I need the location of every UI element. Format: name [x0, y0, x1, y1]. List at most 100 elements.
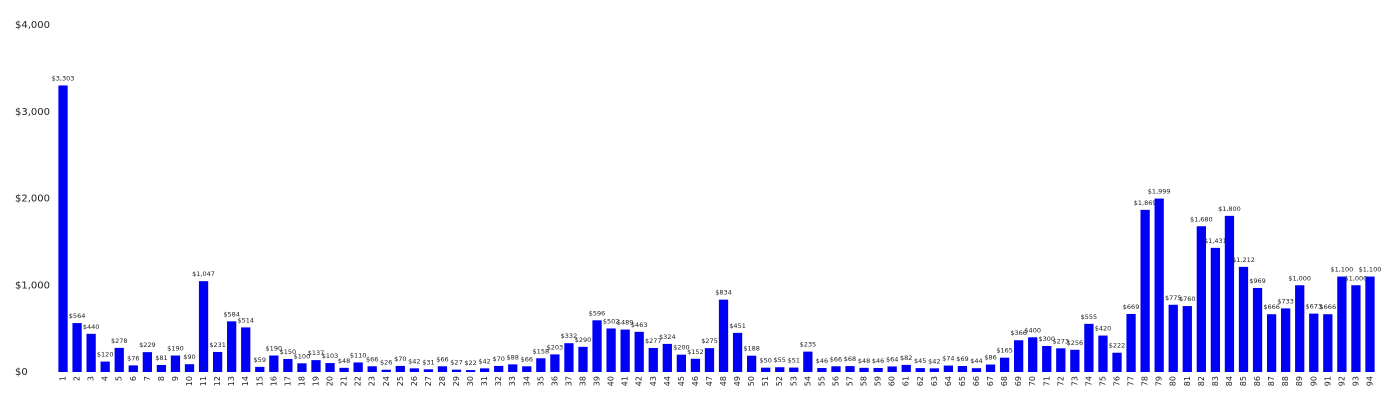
x-tick-label: 10 — [185, 376, 194, 386]
value-label: $733 — [1277, 297, 1294, 305]
bar — [732, 332, 743, 372]
bar — [142, 352, 152, 372]
x-tick-label: 35 — [536, 376, 545, 386]
x-tick-label: 69 — [1014, 376, 1023, 386]
bar — [409, 368, 419, 372]
bar — [114, 347, 124, 372]
x-tick-label: 39 — [593, 376, 602, 386]
x-tick-label: 91 — [1323, 376, 1332, 386]
x-tick-label: 62 — [916, 376, 925, 386]
bar — [451, 369, 462, 372]
x-tick-label: 89 — [1295, 376, 1304, 386]
bar — [803, 351, 813, 372]
x-tick-label: 70 — [1028, 376, 1037, 386]
value-label: $50 — [759, 357, 771, 365]
value-label: $100 — [294, 352, 311, 360]
bar — [1014, 340, 1024, 372]
x-tick-label: 84 — [1225, 376, 1234, 386]
value-label: $64 — [886, 355, 898, 363]
x-tick-label: 66 — [972, 376, 981, 386]
value-label: $666 — [1320, 303, 1337, 311]
bar — [662, 343, 672, 372]
bar — [845, 366, 855, 372]
value-label: $290 — [575, 336, 592, 344]
x-tick-label: 61 — [902, 376, 911, 386]
value-label: $1,800 — [1218, 205, 1241, 213]
value-label: $55 — [774, 356, 786, 364]
x-tick-label: 75 — [1098, 376, 1107, 386]
bar — [367, 366, 377, 372]
value-label: $673 — [1305, 303, 1322, 311]
value-label: $256 — [1067, 339, 1084, 347]
value-label: $88 — [507, 353, 519, 361]
value-label: $273 — [1053, 337, 1070, 345]
value-label: $969 — [1249, 277, 1266, 285]
x-tick-label: 18 — [297, 376, 306, 386]
value-label: $1,431 — [1204, 237, 1227, 245]
value-label: $165 — [996, 347, 1013, 355]
bar — [1154, 198, 1164, 372]
value-label: $231 — [209, 341, 226, 349]
x-tick-label: 60 — [888, 376, 897, 386]
value-label: $44 — [970, 357, 982, 365]
bar — [198, 281, 209, 372]
x-tick-label: 81 — [1183, 376, 1192, 386]
x-tick-label: 5 — [115, 376, 124, 381]
bar — [86, 333, 96, 372]
x-tick-label: 79 — [1155, 376, 1164, 386]
value-label: $200 — [673, 344, 690, 352]
bar — [887, 366, 897, 372]
x-tick-label: 51 — [761, 376, 770, 386]
x-tick-label: 58 — [860, 376, 869, 386]
bar — [676, 354, 687, 372]
value-label: $300 — [1038, 335, 1055, 343]
value-label: $514 — [237, 316, 254, 324]
bar — [929, 368, 939, 372]
bar — [508, 364, 518, 372]
bar — [564, 343, 574, 372]
value-label: $27 — [450, 359, 462, 367]
x-tick-label: 83 — [1211, 376, 1220, 386]
x-tick-label: 90 — [1309, 376, 1318, 386]
x-tick-label: 8 — [157, 376, 166, 381]
bar — [634, 331, 644, 372]
bar — [170, 355, 181, 372]
x-tick-label: 71 — [1042, 376, 1051, 386]
value-label: $555 — [1081, 313, 1098, 321]
bar — [1295, 285, 1305, 372]
value-label: $3,303 — [52, 74, 75, 82]
bar — [465, 370, 476, 372]
x-tick-label: 88 — [1281, 376, 1290, 386]
x-tick-label: 31 — [480, 376, 489, 386]
bar — [620, 329, 630, 372]
x-tick-label: 27 — [424, 376, 433, 386]
value-label: $110 — [350, 351, 367, 359]
value-label: $51 — [788, 357, 800, 365]
x-tick-label: 9 — [171, 376, 180, 381]
x-tick-label: 46 — [691, 376, 700, 386]
value-label: $188 — [743, 345, 760, 353]
bar — [212, 351, 223, 372]
y-tick-label: $3,000 — [15, 107, 50, 118]
x-tick-label: 7 — [143, 376, 152, 381]
x-tick-label: 1 — [59, 376, 68, 381]
bar — [1056, 348, 1066, 372]
bar — [746, 355, 757, 372]
bar — [817, 368, 827, 372]
value-label: $235 — [800, 341, 817, 349]
value-label: $203 — [547, 343, 564, 351]
bar — [395, 365, 405, 372]
value-label: $760 — [1179, 295, 1196, 303]
x-tick-label: 24 — [382, 376, 391, 386]
value-label: $68 — [844, 355, 856, 363]
x-tick-label: 45 — [677, 376, 686, 386]
value-label: $1,999 — [1148, 188, 1171, 196]
bar — [1126, 313, 1136, 372]
value-label: $82 — [900, 354, 912, 362]
bar — [873, 368, 883, 372]
x-tick-label: 85 — [1239, 376, 1248, 386]
bar — [437, 366, 448, 372]
value-label: $275 — [701, 337, 718, 345]
bar — [58, 85, 68, 372]
